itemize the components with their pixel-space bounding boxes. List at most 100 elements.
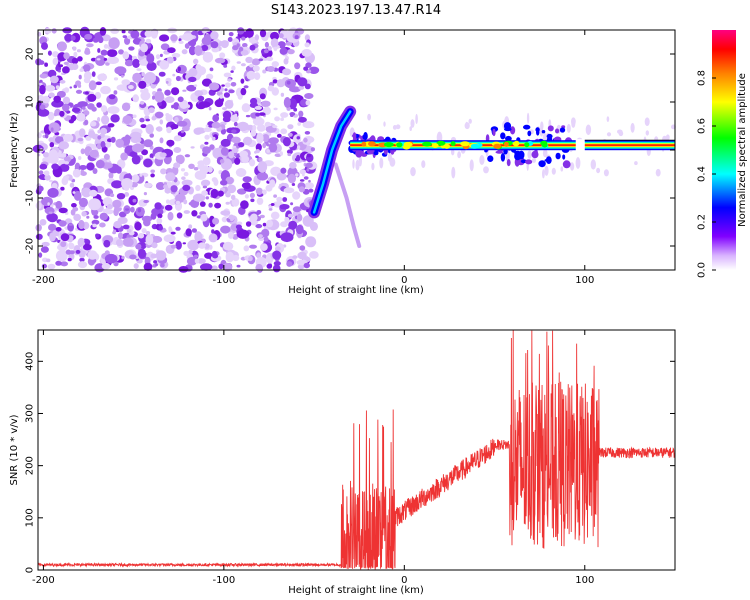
noise-blob xyxy=(287,213,294,218)
noise-blob xyxy=(58,220,67,227)
noise-blob xyxy=(157,101,163,107)
noise-blob xyxy=(306,153,311,158)
faint-blob xyxy=(415,113,418,125)
noise-blob xyxy=(208,202,213,208)
noise-blob xyxy=(273,46,278,52)
noise-blob xyxy=(190,146,195,149)
noise-blob xyxy=(297,116,307,123)
noise-blob xyxy=(83,110,90,116)
x-tick-label: 100 xyxy=(575,575,594,586)
noise-blob xyxy=(256,210,262,215)
noise-blob xyxy=(255,263,263,272)
noise-blob xyxy=(175,226,181,231)
noise-blob xyxy=(107,106,120,114)
noise-blob xyxy=(100,85,111,95)
noise-blob xyxy=(78,219,85,230)
burst-blob xyxy=(562,154,566,160)
noise-blob xyxy=(156,217,163,225)
faint-blob xyxy=(527,150,532,159)
noise-blob xyxy=(233,121,238,127)
noise-blob xyxy=(299,169,306,175)
noise-blob xyxy=(198,242,206,249)
noise-blob xyxy=(218,263,224,270)
noise-blob xyxy=(278,33,284,39)
noise-blob xyxy=(87,93,97,102)
burst-blob xyxy=(555,128,560,134)
noise-blob xyxy=(68,223,74,226)
faint-blob xyxy=(544,165,549,176)
noise-blob xyxy=(122,224,130,230)
noise-blob xyxy=(237,142,245,148)
noise-blob xyxy=(276,172,287,181)
noise-blob xyxy=(211,46,220,53)
noise-blob xyxy=(255,224,263,229)
noise-blob xyxy=(276,133,282,138)
noise-blob xyxy=(124,59,134,67)
noise-blob xyxy=(292,206,302,213)
noise-blob xyxy=(114,66,127,75)
noise-blob xyxy=(223,64,228,68)
noise-blob xyxy=(170,123,179,130)
noise-blob xyxy=(107,56,119,64)
noise-blob xyxy=(223,72,232,78)
burst-blob xyxy=(525,159,533,165)
noise-blob xyxy=(289,162,297,169)
noise-blob xyxy=(159,34,170,42)
noise-blob xyxy=(202,51,214,63)
noise-blob xyxy=(252,65,260,72)
y-tick-label: -10 xyxy=(25,190,36,206)
noise-blob xyxy=(95,233,100,238)
noise-blob xyxy=(160,43,170,51)
burst-blob xyxy=(538,160,546,168)
noise-blob xyxy=(35,202,42,210)
noise-blob xyxy=(295,224,304,235)
noise-blob xyxy=(44,133,49,139)
faint-blob xyxy=(570,162,575,171)
x-tick-label: -200 xyxy=(32,575,55,586)
noise-blob xyxy=(150,30,158,39)
y-tick-label: -20 xyxy=(25,238,36,254)
noise-blob xyxy=(44,62,48,67)
noise-blob xyxy=(212,253,219,259)
noise-blob xyxy=(280,92,285,97)
snr-x-ticks: -200 -100 0 100 xyxy=(32,330,594,586)
noise-blob xyxy=(108,37,120,50)
noise-blob xyxy=(237,188,247,195)
noise-blob xyxy=(88,198,102,211)
faint-blob xyxy=(618,130,624,137)
noise-blob xyxy=(252,124,257,131)
noise-blob xyxy=(193,58,199,65)
noise-blob xyxy=(232,254,240,262)
noise-blob xyxy=(68,242,75,250)
noise-blob xyxy=(39,163,48,170)
noise-blob xyxy=(236,229,250,239)
noise-blob xyxy=(220,138,231,147)
noise-blob xyxy=(304,93,314,99)
noise-blob xyxy=(276,79,285,88)
noise-blob xyxy=(130,136,142,144)
noise-blob xyxy=(50,75,59,84)
burst-blob xyxy=(518,150,525,160)
carrier-knot xyxy=(384,142,394,148)
x-tick-label: 100 xyxy=(575,275,594,286)
noise-blob xyxy=(230,70,234,73)
noise-blob xyxy=(130,30,140,39)
noise-blob xyxy=(270,211,280,220)
noise-blob xyxy=(230,194,236,200)
noise-blob xyxy=(220,147,229,156)
spectrogram-marks xyxy=(308,105,676,248)
burst-blob xyxy=(505,135,512,142)
faint-blob xyxy=(606,116,610,122)
noise-blob xyxy=(279,151,283,156)
noise-blob xyxy=(173,135,182,142)
noise-blob xyxy=(86,162,95,171)
noise-blob xyxy=(68,119,75,124)
faint-blob xyxy=(606,132,612,137)
noise-blob xyxy=(258,157,263,163)
noise-blob xyxy=(167,47,176,54)
noise-blob xyxy=(51,163,59,170)
noise-blob xyxy=(194,170,207,180)
noise-blob xyxy=(118,49,124,55)
spectrogram-y-label: Frequency (Hz) xyxy=(9,112,20,188)
noise-blob xyxy=(304,42,310,48)
